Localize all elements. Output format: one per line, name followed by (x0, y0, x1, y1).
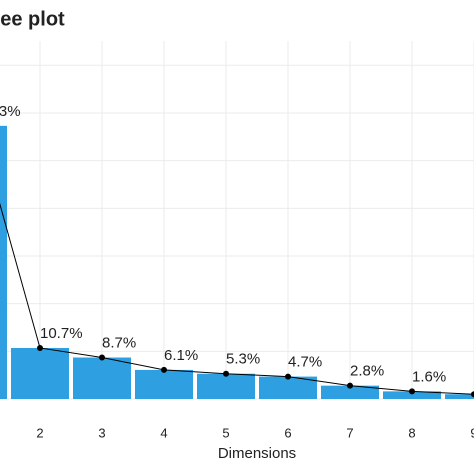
point (471, 391, 474, 398)
bar (383, 391, 441, 399)
point (409, 388, 415, 395)
x-axis-title: Dimensions (218, 445, 296, 462)
point (37, 344, 43, 351)
value-label: 5.3% (226, 351, 260, 368)
bar (321, 385, 379, 399)
bar (0, 125, 7, 399)
point (161, 366, 167, 373)
point (285, 373, 291, 380)
x-tick-label: 7 (346, 425, 353, 440)
x-tick-label: 8 (408, 425, 415, 440)
chart-title: Scree plot (0, 8, 65, 30)
point (99, 354, 105, 361)
x-tick-label: 2 (36, 425, 43, 440)
bar (445, 394, 474, 399)
value-label: 4.7% (288, 354, 322, 371)
value-label: 6.1% (164, 347, 198, 364)
point (347, 382, 353, 389)
bar (73, 357, 131, 399)
bar (197, 373, 255, 399)
bar (259, 376, 317, 399)
value-label: 1.6% (412, 368, 446, 385)
x-tick-label: 5 (222, 425, 229, 440)
value-label: 8.7% (102, 334, 136, 351)
bar (135, 369, 193, 399)
value-label: 57.3% (0, 103, 21, 120)
value-label: 2.8% (350, 363, 384, 380)
x-tick-label: 9 (470, 425, 474, 440)
value-label: 10.7% (40, 325, 83, 342)
x-tick-label: 3 (98, 425, 105, 440)
x-tick-label: 4 (160, 425, 167, 440)
bar (11, 347, 69, 399)
x-tick-label: 6 (284, 425, 291, 440)
point (223, 370, 229, 377)
